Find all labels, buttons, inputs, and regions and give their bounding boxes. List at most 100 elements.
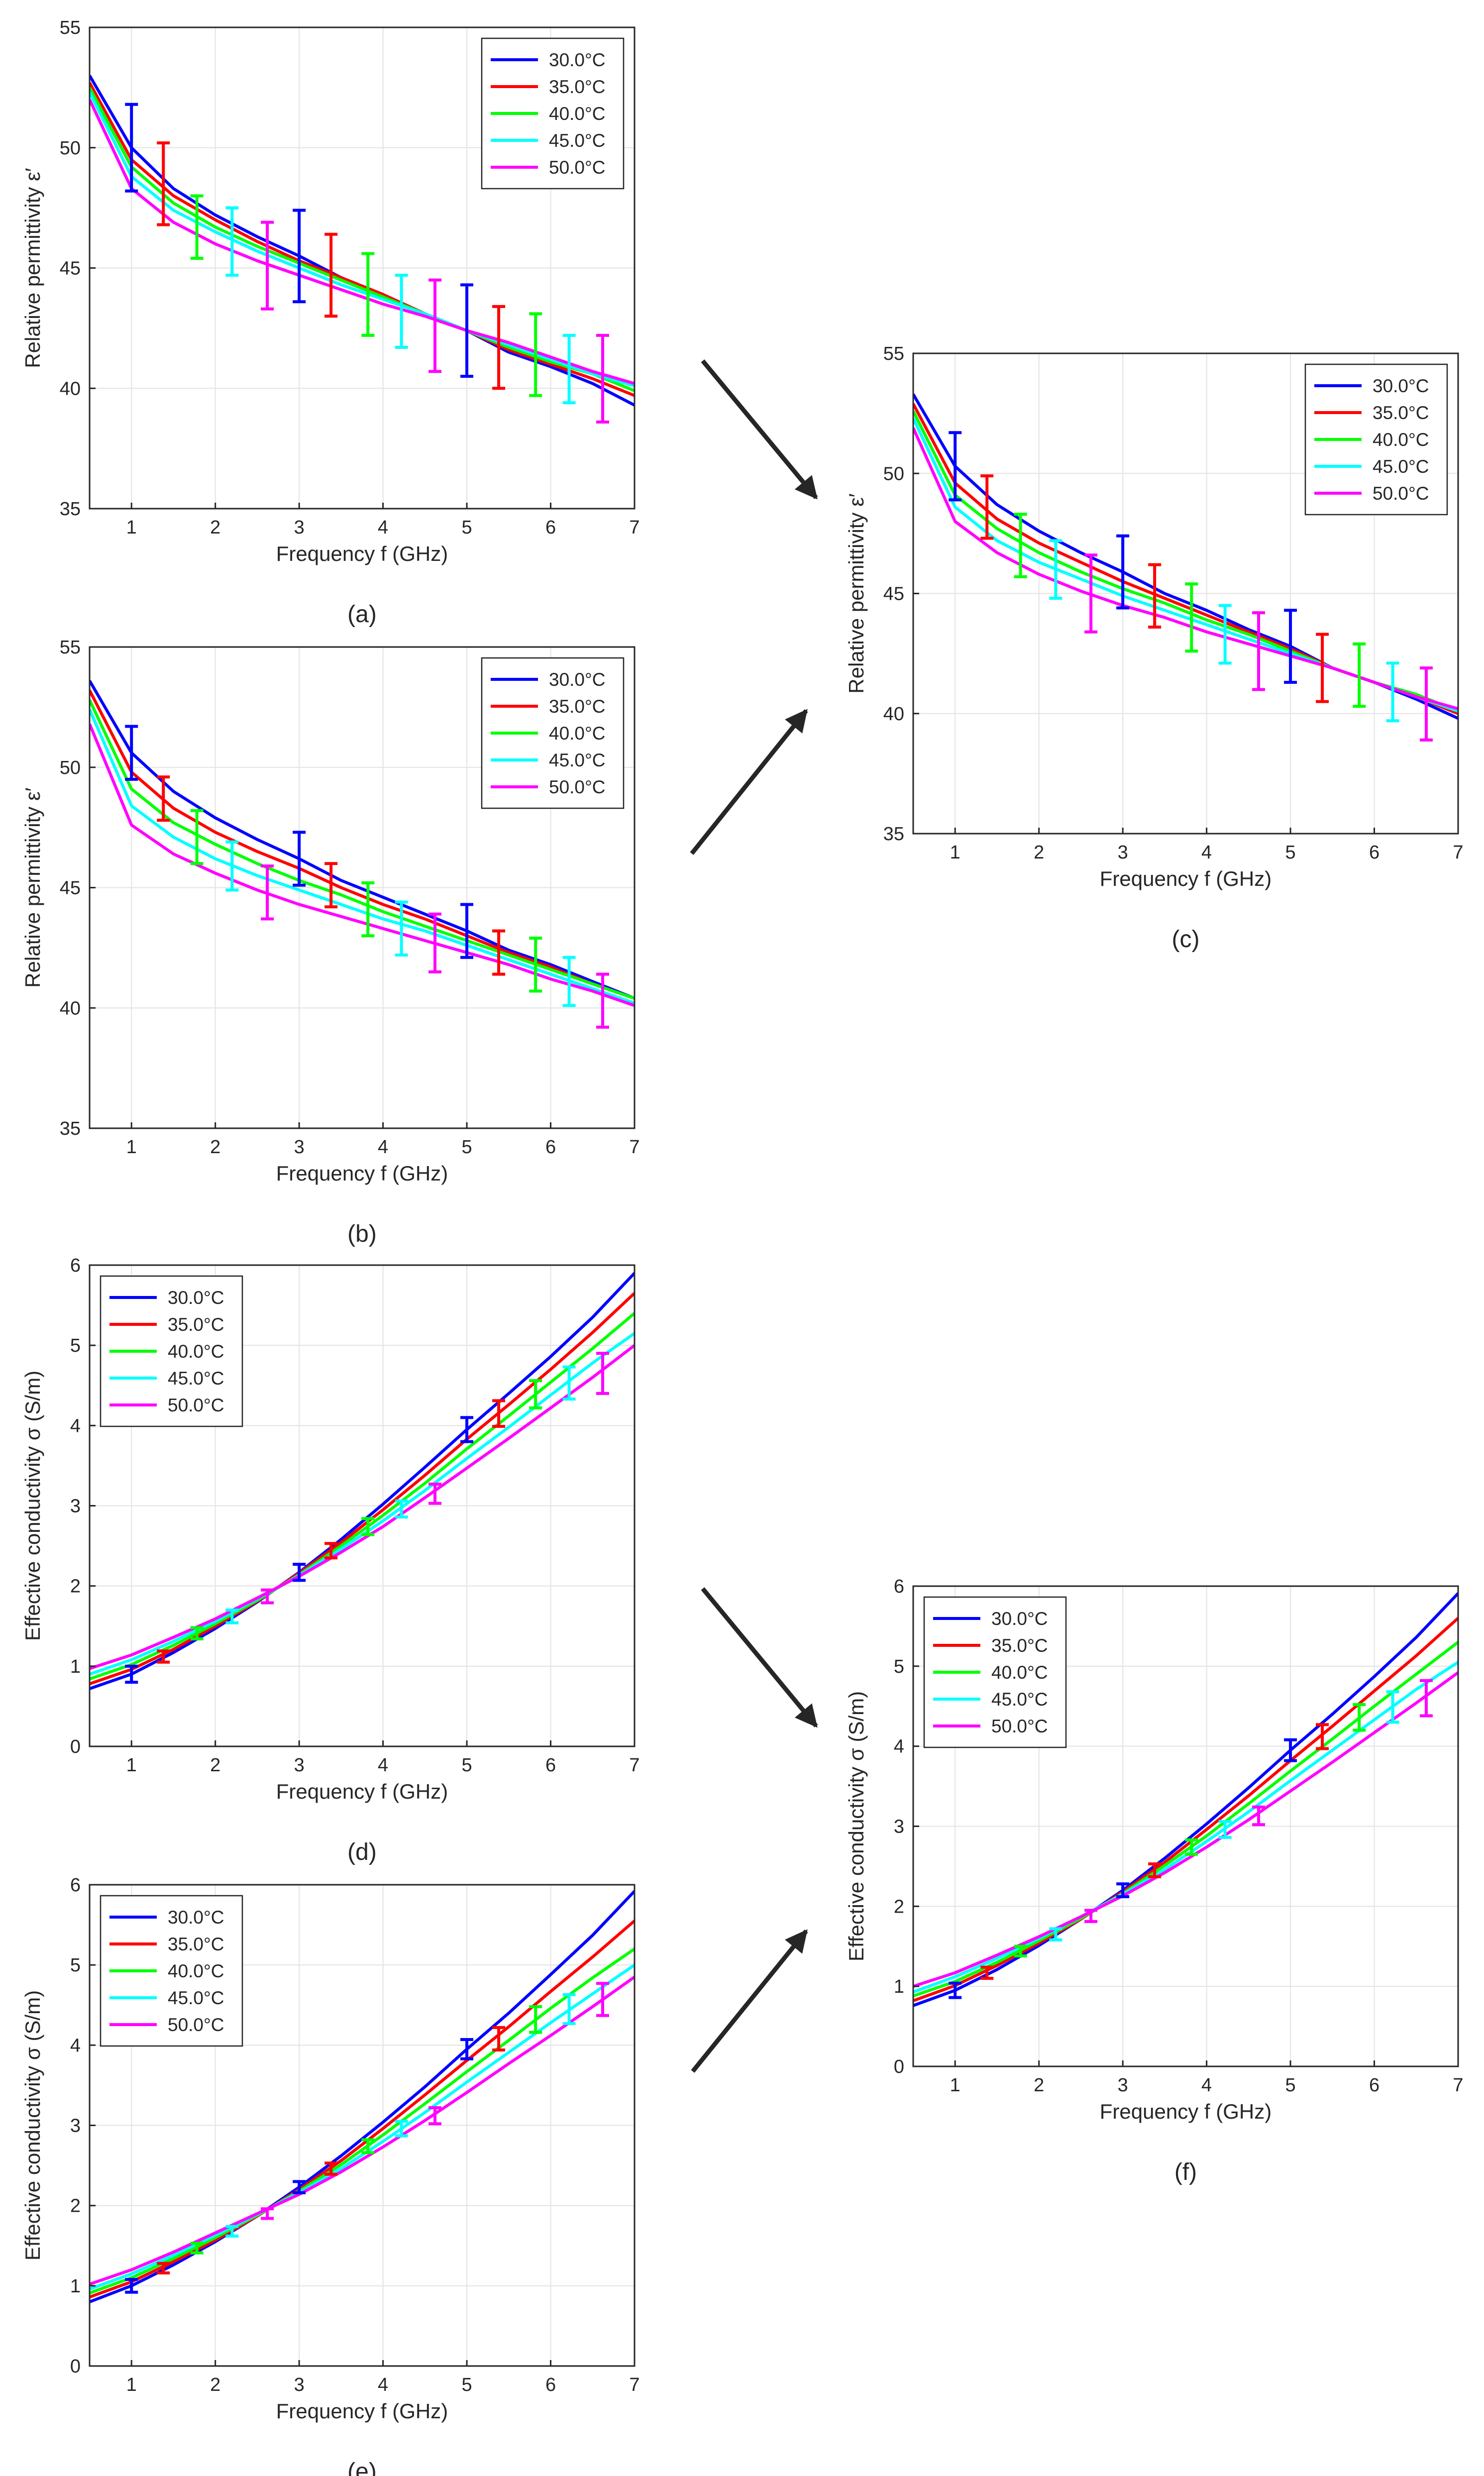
legend-entry: 50.0°C [109,1395,224,1415]
error-bar [428,912,442,973]
error-bar [190,194,204,260]
legend-label: 30.0°C [168,1907,224,1928]
error-bar [1014,513,1027,578]
x-axis-label: Frequency f (GHz) [276,1780,448,1803]
error-bar [125,103,138,193]
y-axis-label: Effective conductivity σ (S/m) [21,1371,44,1641]
y-tick-label: 55 [60,637,81,658]
x-tick-label: 3 [1118,842,1128,863]
series-line-1 [90,1292,635,1686]
y-axis-label: Effective conductivity σ (S/m) [845,1691,868,1961]
series-line-1 [90,82,635,397]
error-bar [492,2026,506,2052]
error-bar [460,1416,474,1443]
y-tick-label: 1 [70,2276,81,2297]
y-axis-label: Relative permittivity ε′ [845,493,868,693]
error-bar [225,2225,239,2238]
error-bar [1014,1944,1027,1958]
error-bar [157,141,170,226]
error-bar [1084,1909,1098,1923]
error-bar [460,283,474,378]
series-group [90,680,635,1007]
error-bar [1386,1690,1399,1724]
error-bar [361,252,375,337]
error-bar [492,1399,506,1428]
error-bar [596,1352,609,1395]
legend-entry: 40.0°C [1314,430,1429,450]
error-bar [324,232,338,318]
error-bar [492,929,506,976]
legend-label: 40.0°C [1373,430,1429,450]
error-bar [395,274,408,349]
legend-label: 45.0°C [168,1988,224,2008]
x-axis-label: Frequency f (GHz) [276,1162,448,1185]
legend-entry: 45.0°C [109,1368,224,1389]
series-line-4 [90,723,635,1007]
legend-entry: 30.0°C [109,1288,224,1308]
error-bar [428,2106,442,2126]
x-axis-label: Frequency f (GHz) [1100,867,1272,890]
y-tick-label: 3 [70,1496,81,1517]
error-bar [125,2277,138,2294]
x-tick-label: 3 [294,2374,305,2395]
error-bar [361,881,375,938]
legend: 30.0°C 35.0°C 40.0°C 45.0°C 50.0°C [481,37,625,190]
y-tick-label: 4 [70,1415,81,1436]
error-bar [1049,1927,1062,1941]
error-bar [1252,1805,1266,1827]
x-tick-label: 2 [210,517,220,538]
legend: 30.0°C 35.0°C 40.0°C 45.0°C 50.0°C [923,1596,1067,1748]
error-bar [225,206,239,277]
series-line-3 [90,92,635,388]
x-tick-label: 6 [1369,842,1379,863]
arrow-a-to-c [701,359,818,500]
error-bar [261,864,274,921]
error-bar [190,1626,204,1641]
x-tick-label: 3 [294,1755,305,1776]
error-bar [361,2138,375,2154]
x-tick-label: 2 [210,1755,220,1776]
error-bar [1116,1882,1130,1899]
error-bar [293,2180,306,2194]
y-axis-label: Effective conductivity σ (S/m) [21,1990,44,2261]
error-bar [1148,563,1162,629]
x-axis-label: Frequency f (GHz) [1100,2100,1272,2123]
y-tick-label: 0 [70,2356,81,2377]
error-bar [460,903,474,959]
legend-entry: 50.0°C [109,2015,224,2035]
legend: 30.0°C 35.0°C 40.0°C 45.0°C 50.0°C [100,1275,243,1427]
y-tick-label: 55 [883,343,904,364]
y-tick-label: 6 [70,1255,81,1276]
legend-entry: 30.0°C [933,1609,1048,1629]
series-line-4 [913,427,1458,710]
x-tick-label: 4 [378,2374,388,2395]
legend-entry: 50.0°C [933,1716,1048,1736]
error-bar [324,1542,338,1560]
error-bar [529,312,542,397]
y-tick-label: 2 [70,1576,81,1597]
x-tick-label: 4 [378,1137,388,1158]
x-tick-label: 2 [210,1137,220,1158]
x-axis-label: Frequency f (GHz) [276,2399,448,2423]
series-line-1 [913,1617,1458,2002]
y-tick-label: 45 [60,258,81,279]
x-tick-label: 4 [378,1755,388,1776]
error-bar [1353,1703,1366,1732]
error-bar [157,1649,170,1664]
error-bar [562,1993,576,2025]
legend-label: 35.0°C [991,1635,1048,1656]
y-tick-label: 2 [894,1896,904,1917]
legend-entry: 35.0°C [491,77,606,97]
y-tick-label: 40 [60,998,81,1019]
y-tick-label: 6 [894,1576,904,1597]
legend-label: 50.0°C [549,777,606,797]
arrow-e-to-f [691,1929,808,2073]
chart-panel-f: 1 2 3 4 5 6 7 0 1 2 3 4 5 6 Frequency f (GHz) Effective… [845,1576,1464,2185]
error-bar [293,209,306,304]
y-axis-label: Relative permittivity ε′ [21,787,44,987]
x-tick-label: 4 [378,517,388,538]
error-bar [596,1982,609,2017]
legend-entry: 40.0°C [109,1961,224,1981]
legend-entry: 35.0°C [109,1314,224,1335]
